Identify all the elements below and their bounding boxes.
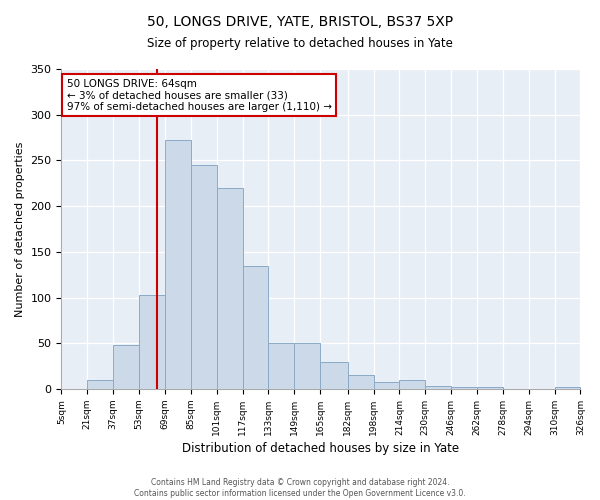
- X-axis label: Distribution of detached houses by size in Yate: Distribution of detached houses by size …: [182, 442, 460, 455]
- Text: Size of property relative to detached houses in Yate: Size of property relative to detached ho…: [147, 38, 453, 51]
- Bar: [477, 387, 503, 389]
- Bar: [165, 140, 191, 389]
- Bar: [242, 266, 268, 389]
- Bar: [425, 386, 451, 389]
- Bar: [320, 362, 347, 389]
- Text: 50, LONGS DRIVE, YATE, BRISTOL, BS37 5XP: 50, LONGS DRIVE, YATE, BRISTOL, BS37 5XP: [147, 15, 453, 29]
- Bar: [87, 380, 113, 389]
- Bar: [400, 380, 425, 389]
- Text: Contains HM Land Registry data © Crown copyright and database right 2024.
Contai: Contains HM Land Registry data © Crown c…: [134, 478, 466, 498]
- Bar: [113, 345, 139, 389]
- Bar: [217, 188, 242, 389]
- Text: 50 LONGS DRIVE: 64sqm
← 3% of detached houses are smaller (33)
97% of semi-detac: 50 LONGS DRIVE: 64sqm ← 3% of detached h…: [67, 78, 332, 112]
- Y-axis label: Number of detached properties: Number of detached properties: [15, 142, 25, 316]
- Bar: [139, 295, 165, 389]
- Bar: [268, 344, 294, 389]
- Bar: [294, 344, 320, 389]
- Bar: [191, 165, 217, 389]
- Bar: [374, 382, 400, 389]
- Bar: [554, 387, 580, 389]
- Bar: [451, 387, 477, 389]
- Bar: [347, 375, 374, 389]
